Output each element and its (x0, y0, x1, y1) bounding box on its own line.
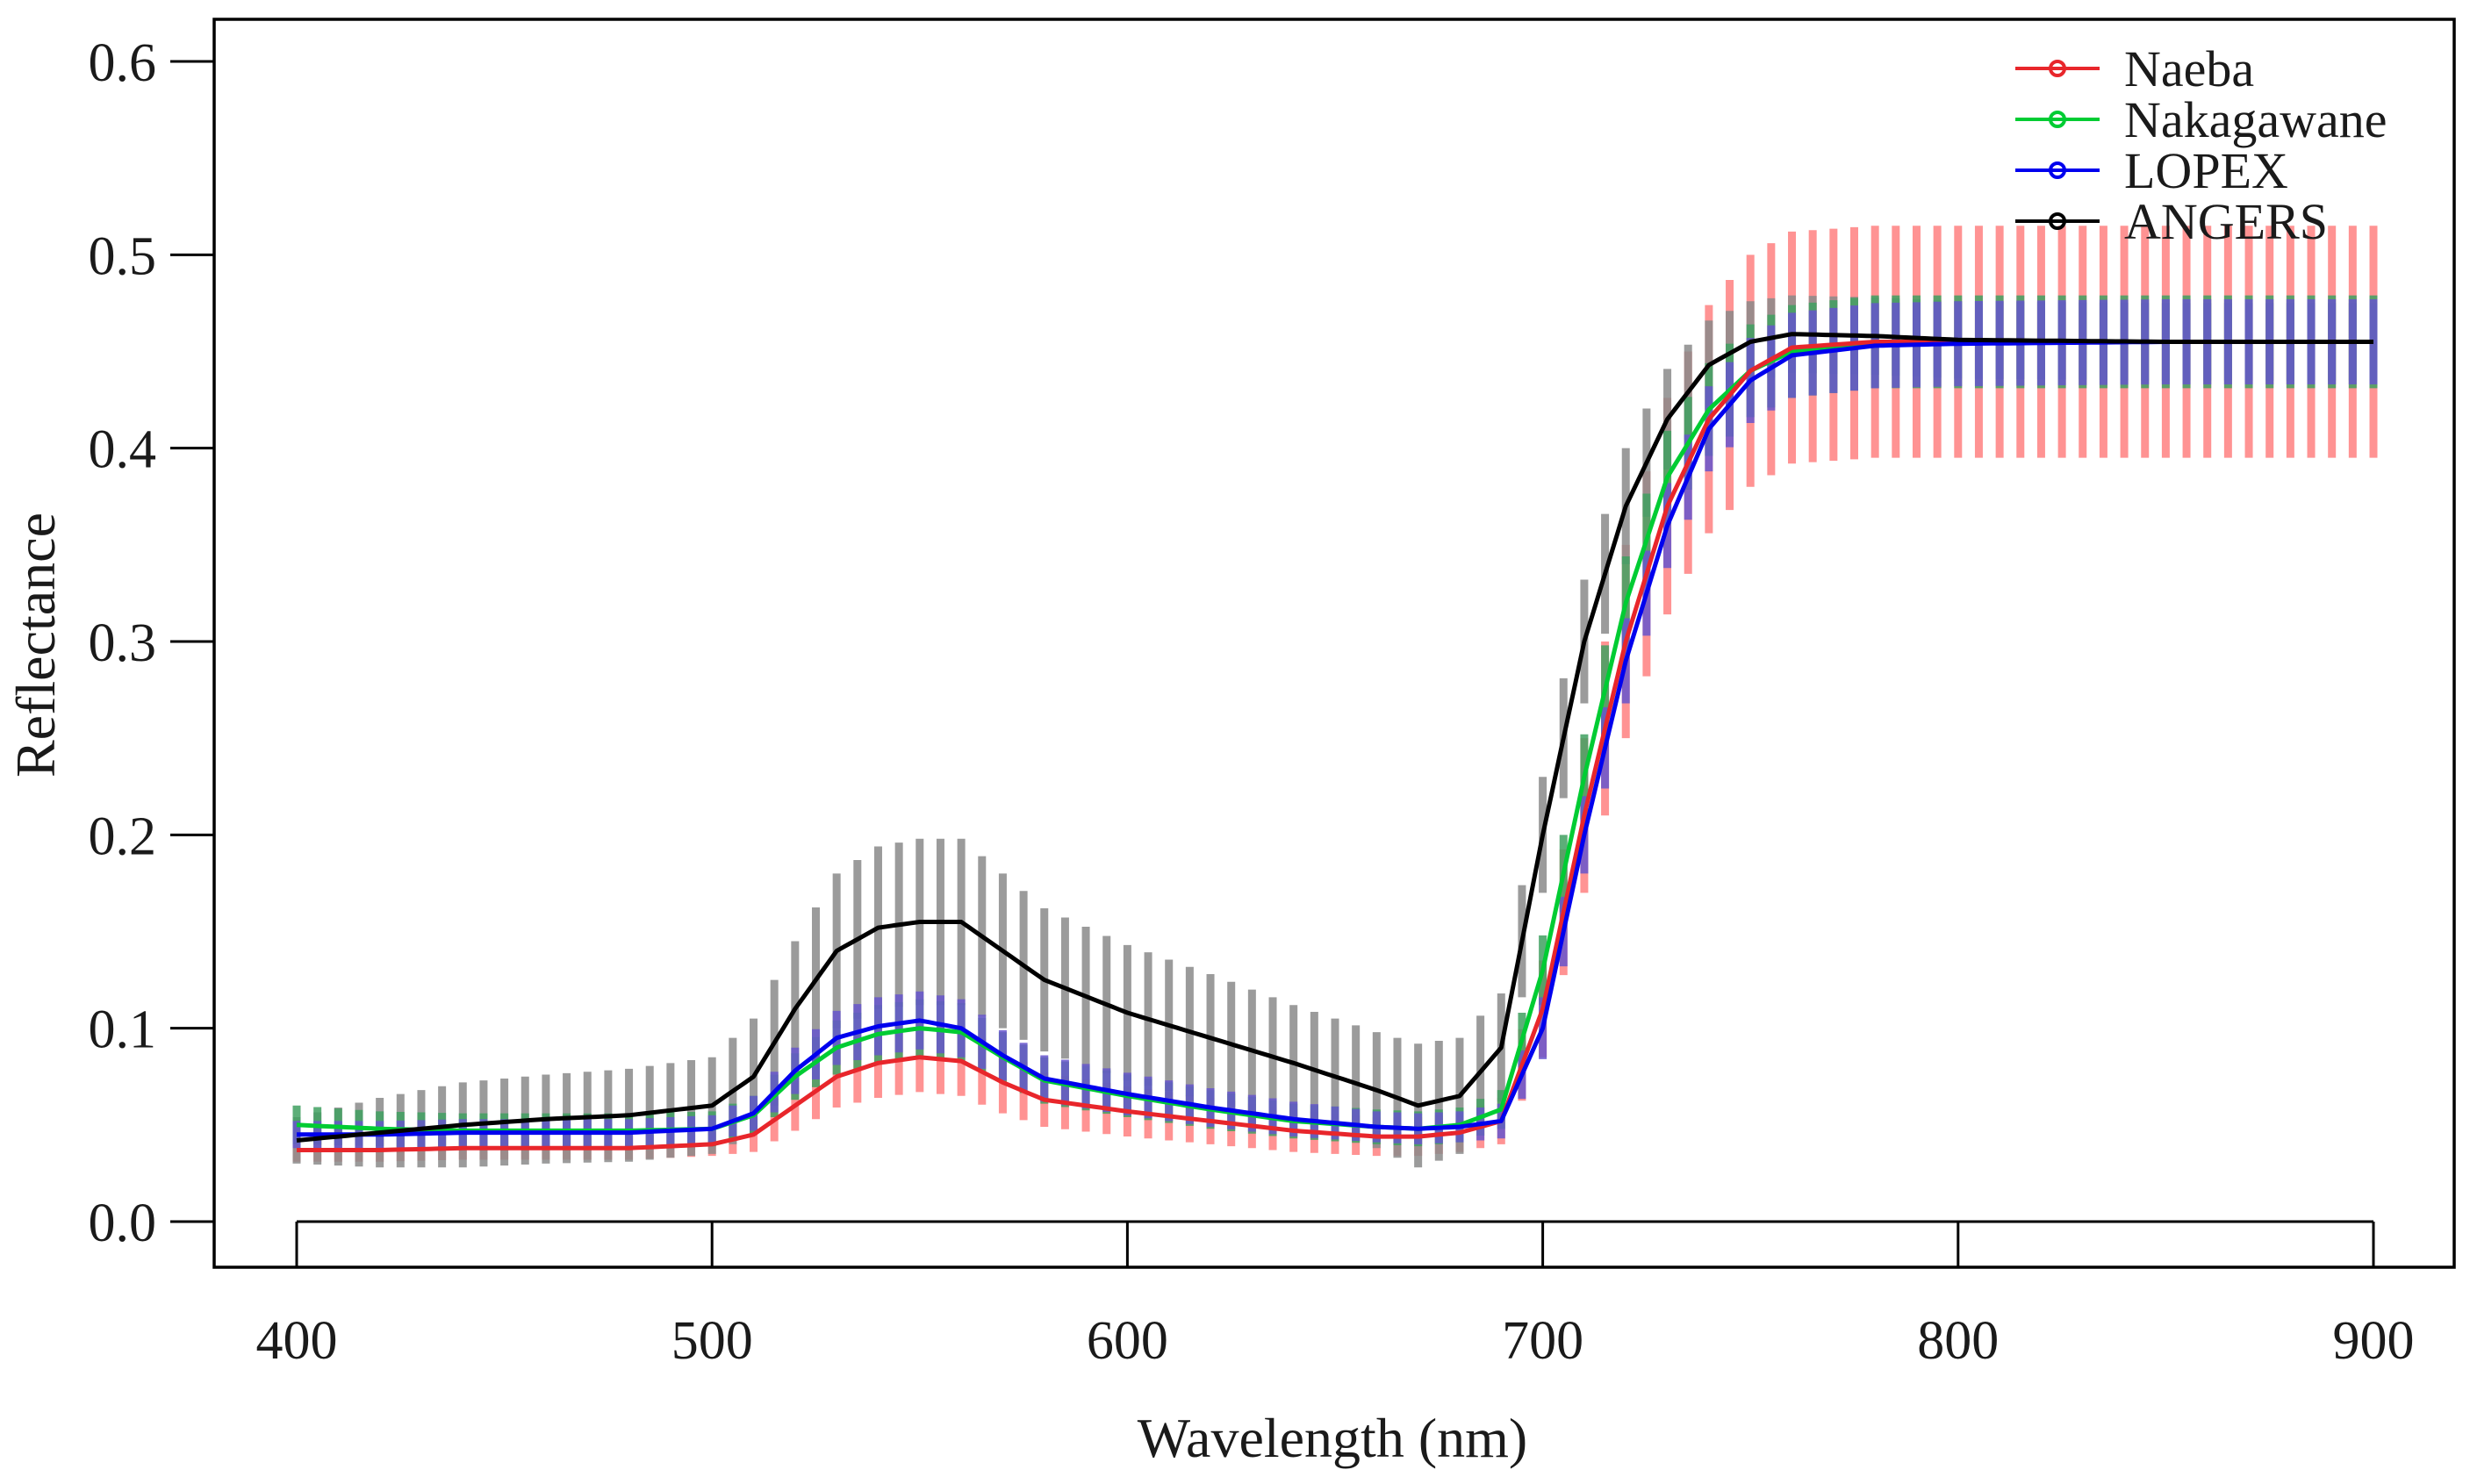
legend-item-naeba: Naeba (2015, 40, 2254, 97)
y-tick-label: 0.2 (89, 807, 157, 866)
x-tick-label: 900 (2333, 1311, 2415, 1371)
legend-marker (2049, 212, 2066, 230)
x-tick-label: 700 (1502, 1311, 1583, 1371)
y-tick-label: 0.5 (89, 226, 157, 286)
legend-label: Nakagawane (2124, 91, 2387, 148)
y-tick-label: 0.6 (89, 33, 157, 93)
y-tick-label: 0.1 (89, 1000, 157, 1060)
y-tick-label: 0.4 (89, 420, 157, 480)
y-axis-title: Reflectance (4, 513, 67, 778)
legend-label: ANGERS (2124, 193, 2328, 250)
legend-label: Naeba (2124, 40, 2254, 97)
x-tick-label: 500 (671, 1311, 753, 1371)
legend-item-angers: ANGERS (2015, 193, 2328, 250)
legend-marker (2049, 60, 2066, 77)
y-tick-label: 0.0 (89, 1194, 157, 1253)
legend-item-nakagawane: Nakagawane (2015, 91, 2387, 148)
x-tick-label: 600 (1087, 1311, 1168, 1371)
x-axis-title: Wavelength (nm) (1138, 1407, 1527, 1469)
legend-marker (2049, 161, 2066, 179)
legend-marker (2049, 111, 2066, 128)
series-line-angers (296, 332, 2373, 1143)
legend-item-lopex: LOPEX (2015, 142, 2288, 199)
series-lines (296, 332, 2373, 1152)
x-axis: 400 500 600 700 800 900 (256, 1220, 2415, 1371)
x-tick-label: 800 (1917, 1311, 1999, 1371)
y-tick-label: 0.3 (89, 613, 157, 673)
legend-label: LOPEX (2124, 142, 2288, 199)
series-line-lopex (297, 340, 2373, 1137)
x-tick-label: 400 (256, 1311, 338, 1371)
y-axis: 0.0 0.1 0.2 0.3 0.4 0.5 0.6 (89, 33, 216, 1253)
